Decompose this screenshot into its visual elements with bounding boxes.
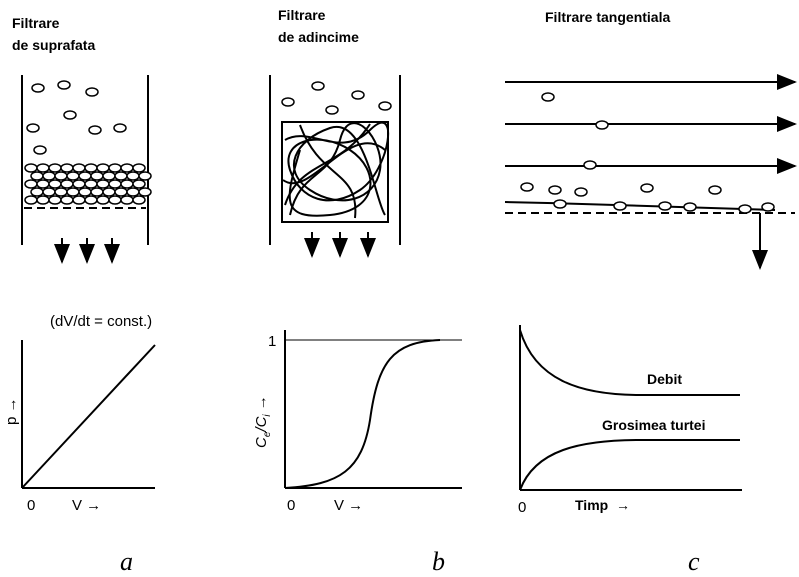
- particle: [108, 179, 122, 189]
- origin: 0: [27, 497, 35, 514]
- particle: [57, 80, 71, 90]
- particle: [72, 163, 86, 173]
- particle: [72, 195, 86, 205]
- particle: [24, 179, 38, 189]
- particle: [132, 195, 146, 205]
- fiber-bed: [281, 121, 390, 223]
- y-label: Ce/Ci →: [253, 395, 273, 448]
- particle: [114, 187, 128, 197]
- particle: [126, 171, 140, 181]
- panel-a: Filtrare de suprafata (dV/dt = const.) p…: [3, 15, 156, 576]
- particle: [85, 87, 99, 97]
- particles: [281, 81, 392, 115]
- particle: [66, 187, 80, 197]
- origin: 0: [518, 499, 526, 516]
- panel-letter: b: [432, 547, 445, 576]
- y-label: p →: [3, 397, 20, 425]
- particle: [30, 187, 44, 197]
- particle: [31, 83, 45, 93]
- particle: [132, 179, 146, 189]
- particle: [84, 163, 98, 173]
- title: de suprafata: [12, 37, 95, 53]
- particle: [78, 187, 92, 197]
- particle: [114, 171, 128, 181]
- curve: [21, 344, 156, 489]
- flow-arrows: [54, 238, 120, 264]
- origin: 0: [287, 497, 295, 514]
- title: Filtrare: [12, 15, 60, 31]
- particle: [96, 179, 110, 189]
- curve-label: Debit: [647, 371, 682, 387]
- particle: [63, 110, 77, 120]
- particle: [30, 171, 44, 181]
- title: Filtrare tangentiala: [545, 9, 670, 25]
- particle: [36, 179, 50, 189]
- particle: [108, 163, 122, 173]
- particle: [113, 123, 127, 133]
- particle: [60, 179, 74, 189]
- particle: [66, 171, 80, 181]
- particle: [120, 163, 134, 173]
- particle: [90, 187, 104, 197]
- curve: [284, 339, 441, 489]
- x-label: V →: [72, 497, 101, 514]
- particle: [90, 171, 104, 181]
- particle: [72, 179, 86, 189]
- particle: [48, 195, 62, 205]
- annotation: (dV/dt = const.): [50, 313, 152, 330]
- particle: [132, 163, 146, 173]
- particle: [84, 179, 98, 189]
- particle: [36, 163, 50, 173]
- panel-c: Filtrare tangentiala Debit Grosimea turt…: [504, 9, 797, 576]
- particle: [88, 125, 102, 135]
- particle: [102, 187, 116, 197]
- title: Filtrare: [278, 7, 326, 23]
- particle: [26, 123, 40, 133]
- cake: [24, 80, 152, 205]
- particle: [60, 195, 74, 205]
- particle: [42, 187, 56, 197]
- particle: [24, 195, 38, 205]
- particle: [48, 163, 62, 173]
- particle: [33, 145, 47, 155]
- panel-letter: c: [688, 547, 700, 576]
- x-label: V →: [334, 497, 363, 514]
- curve-flux: [519, 329, 740, 396]
- x-label: Timp →: [575, 497, 630, 513]
- y-max-label: 1: [268, 333, 276, 350]
- particle: [138, 171, 152, 181]
- particle: [54, 171, 68, 181]
- particle: [96, 163, 110, 173]
- particle: [138, 187, 152, 197]
- particle: [108, 195, 122, 205]
- particle: [120, 195, 134, 205]
- cake-surface: [504, 201, 776, 211]
- particle: [48, 179, 62, 189]
- particle: [102, 171, 116, 181]
- panel-b: Filtrare de adincime 1 Ce/Ci → 0 V → b: [253, 7, 462, 576]
- title: de adincime: [278, 29, 359, 45]
- particle: [60, 163, 74, 173]
- particle: [78, 171, 92, 181]
- particle: [36, 195, 50, 205]
- particle: [54, 187, 68, 197]
- particle: [24, 163, 38, 173]
- particle: [42, 171, 56, 181]
- particle: [120, 179, 134, 189]
- flow-arrows: [304, 232, 376, 258]
- particle: [84, 195, 98, 205]
- particle: [96, 195, 110, 205]
- panel-letter: a: [120, 547, 133, 576]
- curve-cake: [519, 439, 740, 491]
- particle: [126, 187, 140, 197]
- curve-label: Grosimea turtei: [602, 417, 705, 433]
- particles: [520, 92, 775, 214]
- flow-arrows: [505, 74, 797, 174]
